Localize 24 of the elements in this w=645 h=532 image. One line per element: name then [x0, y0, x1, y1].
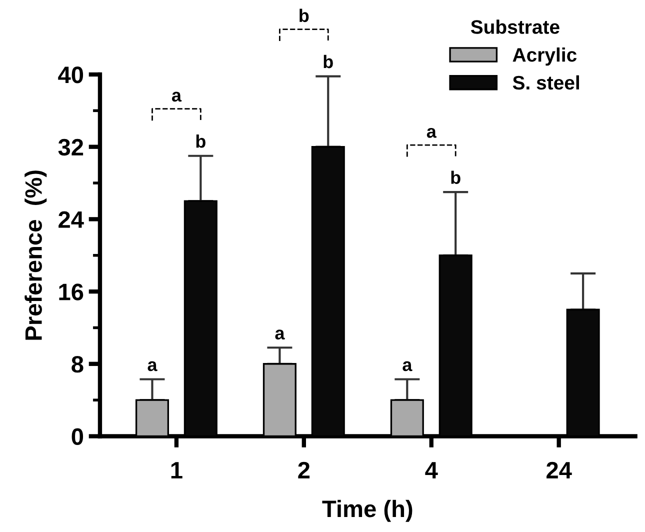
- legend-label: S. steel: [512, 75, 579, 90]
- y-tick-label: 0: [72, 428, 84, 446]
- legend-title: Substrate: [470, 20, 560, 34]
- y-tick-label: 16: [59, 284, 84, 300]
- annotation: b: [451, 170, 460, 184]
- annotation: a: [402, 361, 412, 372]
- annotation: b: [196, 134, 206, 148]
- x-tick-label: 2: [298, 462, 310, 478]
- y-tick-label: 40: [58, 66, 84, 84]
- y-axis-title: Preference (%): [24, 170, 47, 340]
- y-tick-label: 32: [58, 138, 84, 156]
- text: b: [300, 8, 309, 22]
- x-tick-label: 24: [546, 462, 572, 478]
- annotation: a: [172, 92, 182, 102]
- annotation: a: [275, 330, 285, 340]
- annotation: a: [148, 361, 158, 372]
- legend-label: Acrylic: [512, 47, 577, 66]
- x-axis-title: Time (h): [322, 500, 412, 522]
- x-tick-label: 4: [425, 462, 438, 478]
- x-tick-label: 1: [171, 462, 182, 478]
- y-tick-label: 24: [58, 211, 84, 228]
- annotation: a: [426, 128, 437, 138]
- text: b: [324, 54, 333, 68]
- y-tick-label: 8: [72, 356, 84, 373]
